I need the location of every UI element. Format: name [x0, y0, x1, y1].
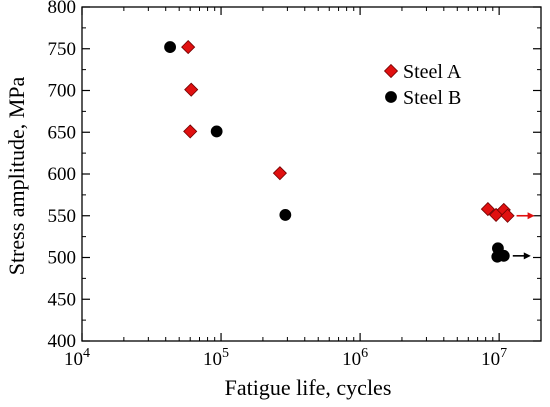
- y-tick-label: 750: [48, 39, 77, 60]
- plot-frame: [81, 6, 542, 342]
- y-axis-title: Stress amplitude, MPa: [4, 76, 29, 275]
- legend-label-steel-b: Steel B: [403, 87, 461, 109]
- steel-a-point: [181, 40, 196, 55]
- y-tick-label: 800: [48, 0, 77, 18]
- x-axis-title: Fatigue life, cycles: [225, 375, 392, 400]
- legend: Steel A Steel B: [383, 61, 462, 109]
- steel-b-runout-arrowhead: [523, 252, 531, 260]
- steel-a-point: [183, 124, 198, 139]
- steel-b-point: [497, 249, 510, 262]
- axes-layer: 400 450 500 550 600 650 700 750 800 104 105 106 107: [48, 0, 542, 370]
- y-tick-label: 500: [48, 248, 77, 269]
- y-tick-label: 550: [48, 206, 77, 227]
- legend-label-steel-a: Steel A: [403, 61, 462, 83]
- x-tick-label: 104: [64, 346, 90, 370]
- data-marks: [164, 40, 535, 263]
- x-tick-label: 105: [203, 346, 229, 370]
- steel-b-point: [164, 41, 176, 53]
- y-tick-label: 700: [48, 81, 77, 102]
- steel-a-point: [272, 166, 287, 181]
- x-tick-label: 106: [342, 346, 368, 370]
- y-tick-label: 450: [48, 289, 77, 310]
- steel-a-runout-arrowhead: [527, 212, 535, 220]
- steel-b-point: [279, 209, 292, 221]
- steel-a-point: [500, 208, 515, 223]
- steel-a-point: [184, 82, 199, 97]
- y-tick-label: 600: [48, 164, 77, 185]
- y-tick-label: 400: [48, 331, 77, 352]
- y-tick-label: 650: [48, 122, 77, 143]
- legend-marker-steel-a: [383, 63, 399, 79]
- legend-marker-steel-b: [385, 91, 397, 103]
- x-tick-label: 107: [481, 346, 507, 370]
- steel-a-point: [480, 202, 495, 217]
- steel-b-point: [210, 125, 223, 138]
